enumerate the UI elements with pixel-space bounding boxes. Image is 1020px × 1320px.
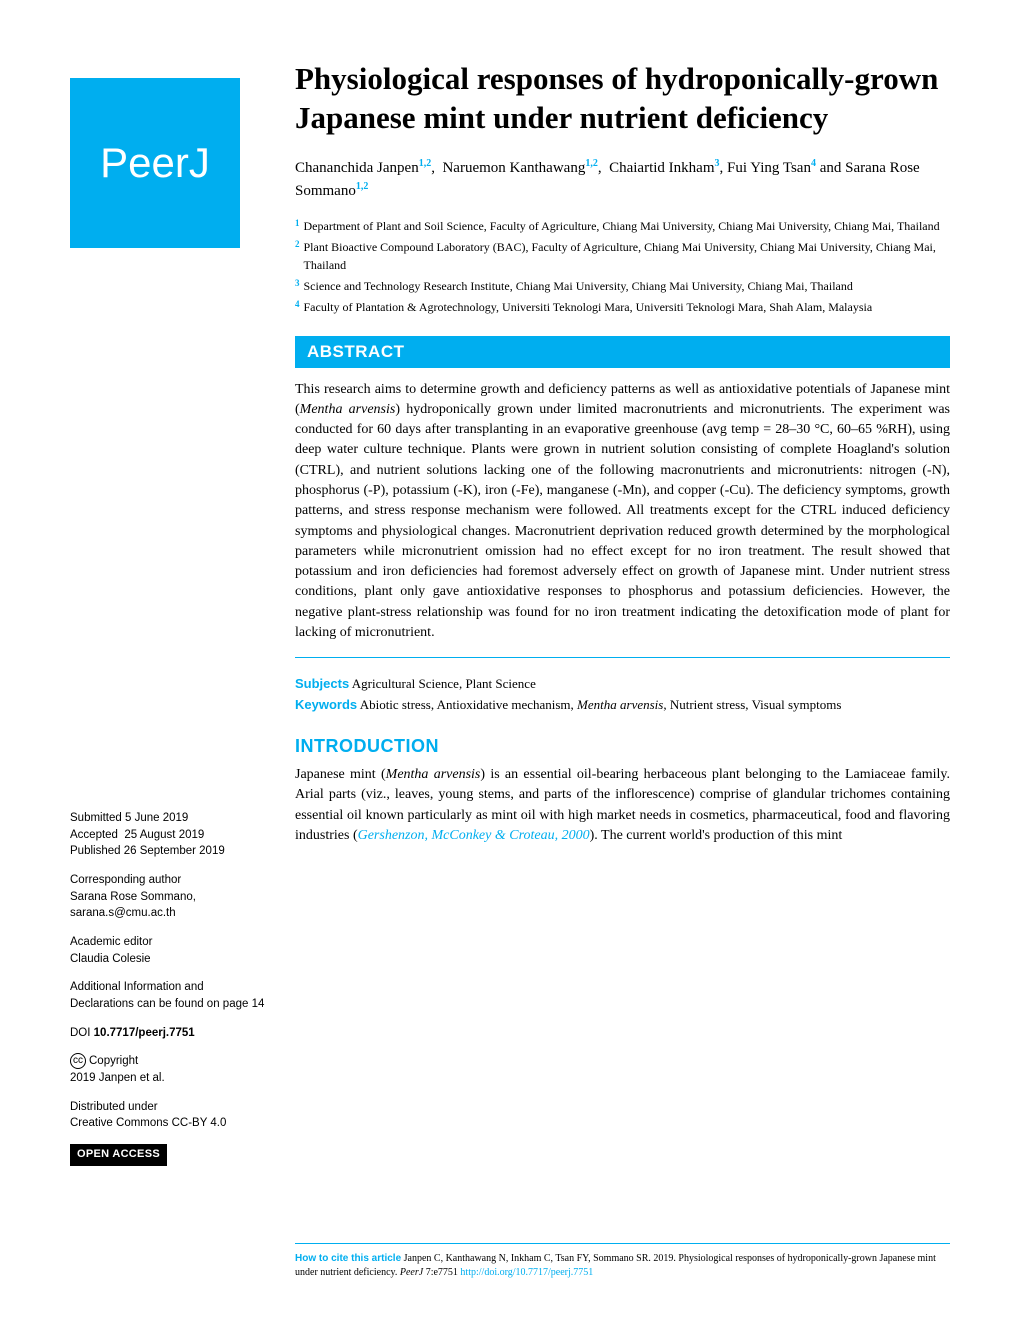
keywords-text: , Nutrient stress, Visual symptoms [663,697,841,712]
author-sup: 1,2 [419,158,432,169]
accepted-label: Accepted [70,829,118,841]
subjects-keywords: Subjects Agricultural Science, Plant Sci… [295,674,950,716]
author-sup: 1,2 [356,181,369,192]
subjects-row: Subjects Agricultural Science, Plant Sci… [295,674,950,695]
author: Chaiartid Inkham [609,160,714,176]
doi-value[interactable]: 10.7717/peerj.7751 [94,1027,195,1039]
affiliation-list: 1Department of Plant and Soil Science, F… [295,217,950,316]
accepted-date: 25 August 2019 [124,829,204,841]
cite-label: How to cite this article [295,1253,401,1264]
intro-text: Japanese mint ( [295,767,386,782]
affiliation: 2Plant Bioactive Compound Laboratory (BA… [295,238,950,274]
corresponding-label: Corresponding author [70,872,270,889]
author: Naruemon Kanthawang [442,160,585,176]
affiliation: 1Department of Plant and Soil Science, F… [295,217,950,235]
affil-num: 4 [295,298,300,316]
author: Fui Ying Tsan [727,160,811,176]
affil-num: 2 [295,238,300,274]
species-name: Mentha arvensis [577,697,663,712]
corresponding-email[interactable]: sarana.s@cmu.ac.th [70,905,270,922]
subjects-label: Subjects [295,676,349,691]
author: Chananchida Janpen [295,160,419,176]
editor-name: Claudia Colesie [70,951,270,968]
affil-text: Department of Plant and Soil Science, Fa… [304,217,940,235]
keywords-row: Keywords Abiotic stress, Antioxidative m… [295,695,950,716]
copyright-label: Copyright [89,1055,138,1067]
cc-icon: cc [70,1053,86,1069]
species-name: Mentha arvensis [386,767,481,782]
doi-link[interactable]: http://doi.org/10.7717/peerj.7751 [460,1267,593,1278]
doi-label: DOI [70,1027,90,1039]
affiliation: 3Science and Technology Research Institu… [295,277,950,295]
affil-text: Faculty of Plantation & Agrotechnology, … [304,298,873,316]
author-sup: 4 [811,158,816,169]
published-label: Published [70,845,121,857]
cite-text: 7:e7751 [423,1267,460,1278]
affiliation: 4Faculty of Plantation & Agrotechnology,… [295,298,950,316]
keywords-label: Keywords [295,697,357,712]
introduction-body: Japanese mint (Mentha arvensis) is an es… [295,765,950,846]
article-title: Physiological responses of hydroponicall… [295,60,950,138]
keywords-text: Abiotic stress, Antioxidative mechanism, [360,697,577,712]
submitted-date: 5 June 2019 [125,812,188,824]
introduction-header: INTRODUCTION [295,736,950,757]
abstract-header: ABSTRACT [295,336,950,368]
copyright-block: ccCopyright 2019 Janpen et al. [70,1053,270,1086]
author-list: Chananchida Janpen1,2, Naruemon Kanthawa… [295,156,950,203]
corresponding-block: Corresponding author Sarana Rose Sommano… [70,872,270,922]
journal-logo: PeerJ [70,78,240,248]
citation-footer: How to cite this article Janpen C, Kanth… [295,1243,950,1280]
affil-text: Science and Technology Research Institut… [304,277,853,295]
editor-block: Academic editor Claudia Colesie [70,934,270,967]
additional-info: Additional Information and Declarations … [70,979,270,1012]
dates-block: Submitted 5 June 2019 Accepted 25 August… [70,810,270,860]
doi-block: DOI 10.7717/peerj.7751 [70,1025,270,1042]
corresponding-name: Sarana Rose Sommano, [70,889,270,906]
abstract-body: This research aims to determine growth a… [295,368,950,659]
editor-label: Academic editor [70,934,270,951]
license-block: Distributed under Creative Commons CC-BY… [70,1099,270,1132]
affil-num: 1 [295,217,300,235]
author-sup: 1,2 [585,158,598,169]
distributed-label: Distributed under [70,1099,270,1116]
journal-name: PeerJ [400,1267,423,1278]
author-sup: 3 [714,158,719,169]
article-meta-sidebar: Submitted 5 June 2019 Accepted 25 August… [70,810,270,1166]
citation-link[interactable]: Gershenzon, McConkey & Croteau, 2000 [358,828,590,843]
submitted-label: Submitted [70,812,122,824]
logo-text: PeerJ [100,139,210,187]
main-content: Physiological responses of hydroponicall… [295,60,950,846]
copyright-text: 2019 Janpen et al. [70,1070,270,1087]
abstract-text: ) hydroponically grown under limited mac… [295,402,950,640]
intro-text: ). The current world's production of thi… [590,828,843,843]
affil-text: Plant Bioactive Compound Laboratory (BAC… [304,238,951,274]
subjects-text: Agricultural Science, Plant Science [352,676,536,691]
affil-num: 3 [295,277,300,295]
species-name: Mentha arvensis [300,402,396,417]
distributed-text[interactable]: Creative Commons CC-BY 4.0 [70,1115,270,1132]
open-access-badge: OPEN ACCESS [70,1144,167,1166]
published-date: 26 September 2019 [124,845,225,857]
